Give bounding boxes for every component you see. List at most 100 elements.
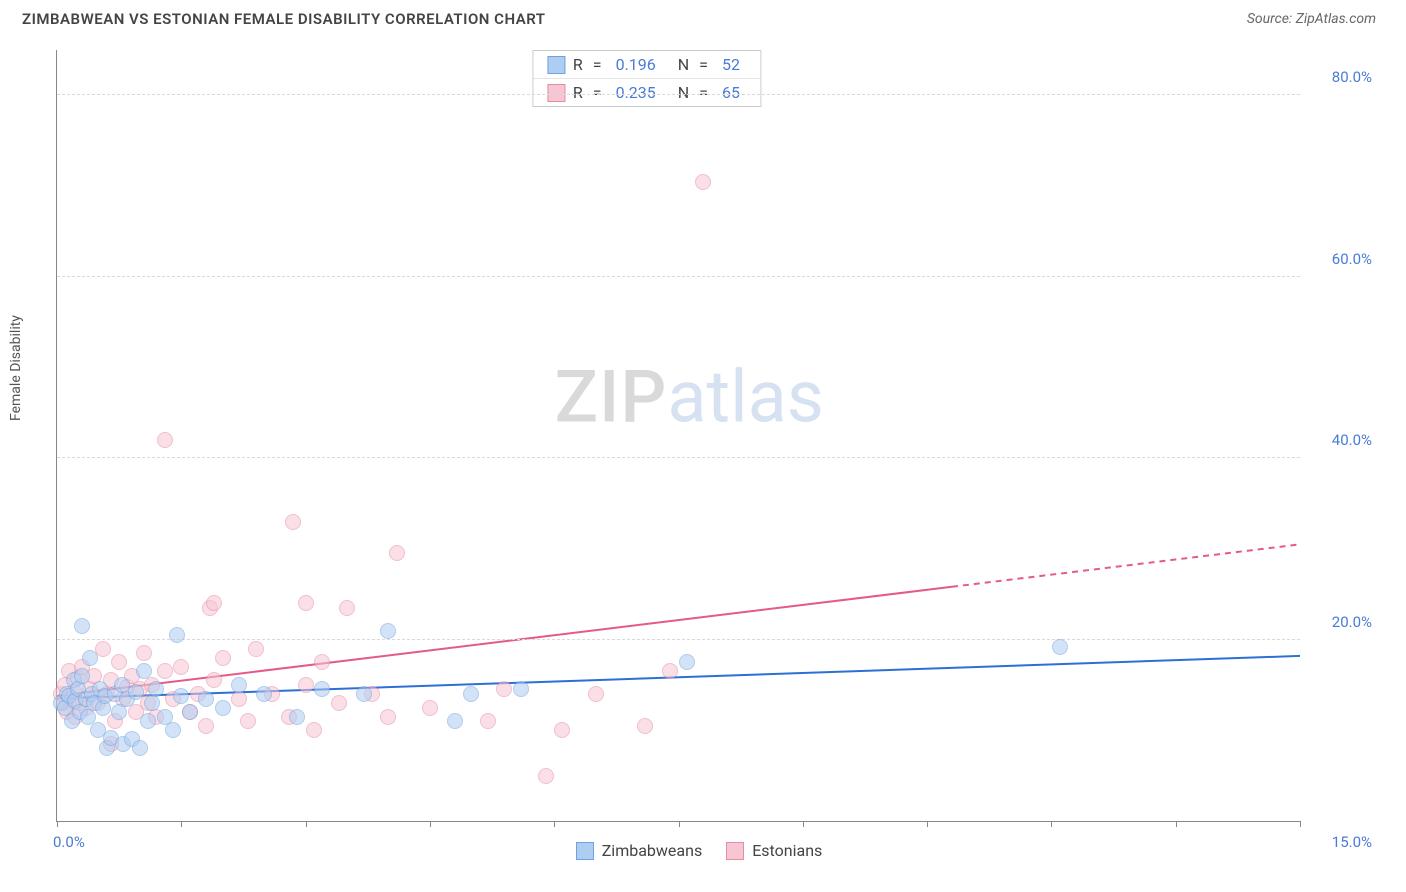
chart-header: ZIMBABWEAN VS ESTONIAN FEMALE DISABILITY…	[0, 0, 1406, 34]
x-tick	[1300, 821, 1301, 827]
legend-swatch	[547, 56, 565, 74]
y-grid-label: 60.0%	[1332, 250, 1372, 268]
legend-n-prefix: N	[678, 55, 689, 74]
scatter-point	[298, 595, 314, 611]
scatter-point	[215, 700, 231, 716]
legend-swatch	[726, 842, 744, 860]
scatter-point	[356, 686, 372, 702]
scatter-point	[289, 709, 305, 725]
legend-swatch	[547, 84, 565, 102]
x-tick	[430, 821, 431, 827]
scatter-point	[389, 545, 405, 561]
scatter-point	[380, 623, 396, 639]
scatter-point	[306, 722, 322, 738]
y-axis-label: Female Disability	[8, 315, 24, 421]
legend-stats-row: R = 0.196 N = 52	[533, 51, 760, 78]
scatter-point	[380, 709, 396, 725]
scatter-point	[82, 650, 98, 666]
legend-series-name: Estonians	[752, 841, 822, 860]
scatter-point	[447, 713, 463, 729]
scatter-point	[74, 618, 90, 634]
watermark: ZIPatlas	[555, 354, 824, 439]
legend-series-name: Zimbabweans	[602, 841, 702, 860]
gridline	[57, 639, 1300, 640]
scatter-point	[637, 718, 653, 734]
scatter-point	[173, 659, 189, 675]
trend-line-solid	[57, 587, 952, 696]
scatter-point	[463, 686, 479, 702]
scatter-point	[140, 713, 156, 729]
scatter-point	[285, 514, 301, 530]
y-grid-label: 80.0%	[1332, 68, 1372, 86]
scatter-point	[136, 663, 152, 679]
plot-wrapper: Female Disability ZIPatlas R=0.196N=52R=…	[22, 44, 1376, 862]
legend-item: Estonians	[726, 841, 822, 860]
legend-stats-row: R=0.235N=65	[533, 78, 760, 106]
x-tick	[803, 821, 804, 827]
scatter-point	[173, 688, 189, 704]
scatter-point	[240, 713, 256, 729]
scatter-point	[314, 681, 330, 697]
legend-r-value: 0.235	[616, 83, 656, 102]
x-tick	[554, 821, 555, 827]
scatter-point	[144, 695, 160, 711]
x-tick	[679, 821, 680, 827]
scatter-point	[231, 691, 247, 707]
scatter-point	[1052, 639, 1068, 655]
scatter-point	[422, 700, 438, 716]
legend-equals: =	[699, 55, 708, 74]
scatter-point	[480, 713, 496, 729]
source-label: Source: ZipAtlas.com	[1247, 11, 1376, 27]
x-tick	[306, 821, 307, 827]
scatter-point	[538, 768, 554, 784]
scatter-point	[231, 677, 247, 693]
scatter-point	[554, 722, 570, 738]
legend-r-prefix: R	[573, 55, 583, 74]
legend-n-value: 52	[722, 55, 740, 74]
y-grid-label: 20.0%	[1332, 613, 1372, 631]
scatter-point	[157, 432, 173, 448]
scatter-point	[198, 718, 214, 734]
scatter-point	[206, 672, 222, 688]
scatter-point	[132, 740, 148, 756]
scatter-point	[256, 686, 272, 702]
x-tick	[57, 821, 58, 827]
scatter-point	[182, 704, 198, 720]
scatter-point	[198, 691, 214, 707]
scatter-point	[298, 677, 314, 693]
scatter-point	[331, 695, 347, 711]
scatter-point	[339, 600, 355, 616]
scatter-point	[248, 641, 264, 657]
gridline	[57, 94, 1300, 95]
legend-equals: =	[593, 55, 602, 74]
watermark-atlas: atlas	[667, 354, 824, 439]
legend-equals: =	[699, 83, 708, 102]
scatter-point	[128, 684, 144, 700]
scatter-point	[157, 663, 173, 679]
legend-item: Zimbabweans	[576, 841, 702, 860]
scatter-point	[695, 174, 711, 190]
scatter-point	[314, 654, 330, 670]
watermark-zip: ZIP	[555, 354, 668, 439]
scatter-point	[206, 595, 222, 611]
x-tick	[181, 821, 182, 827]
scatter-point	[496, 681, 512, 697]
scatter-point	[111, 704, 127, 720]
x-tick	[927, 821, 928, 827]
trend-line-dashed	[952, 544, 1300, 586]
scatter-point	[165, 722, 181, 738]
scatter-point	[215, 650, 231, 666]
legend-equals: =	[593, 83, 602, 102]
scatter-point	[679, 654, 695, 670]
gridline	[57, 457, 1300, 458]
scatter-point	[74, 668, 90, 684]
x-tick	[1176, 821, 1177, 827]
legend-swatch	[576, 842, 594, 860]
legend-r-value: 0.196	[616, 55, 656, 74]
scatter-point	[136, 645, 152, 661]
plot-area: ZIPatlas R=0.196N=52R=0.235N=65 0.0% 15.…	[56, 50, 1300, 822]
scatter-point	[111, 654, 127, 670]
scatter-point	[662, 663, 678, 679]
scatter-point	[148, 681, 164, 697]
legend-series: Zimbabweans Estonians	[22, 841, 1376, 860]
